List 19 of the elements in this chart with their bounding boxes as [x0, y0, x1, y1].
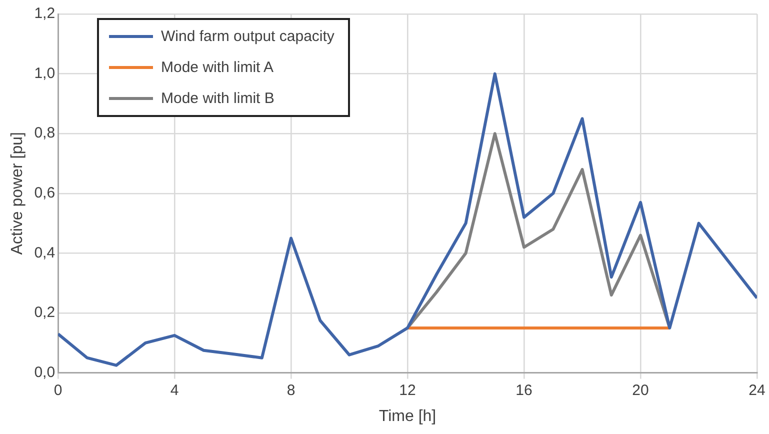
y-tick-label: 0,2 [34, 304, 56, 322]
x-tick-label: 16 [516, 382, 532, 399]
y-tick-label: 0,0 [34, 364, 56, 381]
y-tick-label: 0,8 [34, 124, 56, 142]
y-tick-label: 1,0 [34, 64, 56, 82]
y-tick-label: 1,2 [34, 5, 56, 22]
legend-label: Mode with limit B [161, 90, 274, 107]
x-tick-label: 24 [748, 382, 766, 399]
y-tick-label: 0,4 [34, 244, 56, 262]
y-axis-title: Active power [pu] [9, 132, 26, 255]
x-tick-label: 20 [632, 382, 649, 399]
x-tick-label: 4 [170, 382, 179, 399]
x-tick-label: 12 [399, 382, 416, 399]
x-tick-label: 8 [286, 382, 296, 399]
legend-label: Mode with limit A [161, 59, 274, 76]
x-axis-title: Time [h] [378, 408, 436, 425]
y-tick-label: 0,6 [34, 184, 56, 202]
legend-label: Wind farm output capacity [161, 28, 334, 45]
x-tick-label: 0 [54, 382, 62, 399]
